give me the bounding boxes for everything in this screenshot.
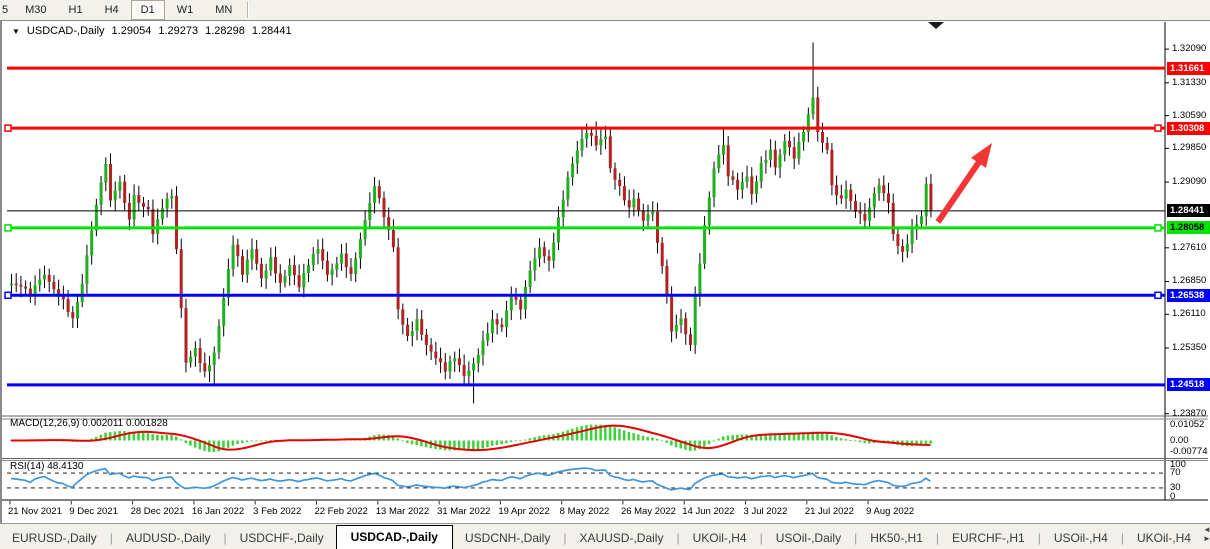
timeframe-button-m30[interactable]: M30 [25,4,47,16]
tab-scroll-arrows[interactable]: ◄ ► [1203,525,1210,549]
x-axis-date-label: 16 Jan 2022 [191,506,245,517]
x-axis-date-label: 9 Dec 2021 [69,506,118,517]
trend-arrow-shaft[interactable] [935,152,987,224]
tab-usoil-h4[interactable]: USOil-,H4 [1053,531,1108,545]
macd-indicator-label: MACD(12,26,9) 0.002011 0.001828 [10,418,168,429]
rsi-indicator-label: RSI(14) 48.4130 [10,461,84,472]
line-anchor-handle[interactable] [1154,291,1162,300]
x-axis-date-label: 22 Feb 2022 [314,506,368,517]
y-axis-tick-label: 1.29850 [1172,142,1207,154]
macd-signal-line [11,424,931,452]
y-axis-tick-label: 1.31330 [1172,76,1207,88]
line-anchor-handle[interactable] [1154,124,1162,132]
x-axis-date-label: 19 Apr 2022 [498,506,550,517]
toolbar-separator [247,2,250,18]
ohlc-close: 1.28441 [251,25,292,37]
tab-separator: | [854,531,858,545]
chart-symbol-label: USDCAD-,Daily [26,25,105,37]
candles-group[interactable] [10,42,933,404]
x-axis-date-label: 8 May 2022 [559,506,610,517]
y-axis-tick-label: 1.32090 [1172,43,1207,55]
price-level-badge: 1.30308 [1167,121,1210,135]
tab-usoil-daily[interactable]: USOil-,Daily [775,531,842,545]
x-axis-date-label: 13 Mar 2022 [375,506,430,517]
x-axis-date-label: 3 Jul 2022 [743,506,788,517]
ohlc-open: 1.29054 [111,25,152,37]
timeframe-button-h4[interactable]: H4 [104,4,119,16]
x-axis-date-label: 28 Dec 2021 [130,506,185,517]
rsi-scale-30: 30 [1170,482,1181,493]
tab-separator: | [109,531,113,545]
line-anchor-handle[interactable] [4,291,12,300]
tab-ukoil-h4[interactable]: UKOil-,H4 [1136,531,1191,545]
line-anchor-handle[interactable] [4,124,12,132]
x-axis-date-label: 14 Jun 2022 [682,506,735,517]
tab-xauusd-daily[interactable]: XAUUSD-,Daily [579,531,664,545]
chart-dropdown-icon[interactable]: ▼ [12,26,20,36]
chart-shift-marker-icon [928,22,944,29]
tab-separator: | [1120,531,1124,545]
tab-separator: | [1037,531,1041,545]
timeframe-button-w1[interactable]: W1 [176,4,194,16]
y-axis-tick-label: 1.26110 [1172,308,1206,320]
y-axis-tick-label: 1.23870 [1172,407,1207,419]
price-level-badge: 1.26538 [1167,288,1210,302]
tab-ukoil-h4[interactable]: UKOil-,H4 [692,531,747,545]
y-axis-tick-label: 1.25350 [1172,342,1207,354]
line-anchor-handle[interactable] [1154,224,1162,232]
tab-separator: | [759,531,763,545]
timeframe-button-d1[interactable]: D1 [130,0,165,20]
timeframe-button-h1[interactable]: H1 [68,4,83,16]
macd-scale-zero: 0.00 [1170,435,1189,446]
tab-separator: | [223,531,227,545]
trend-arrow-head[interactable] [971,143,992,168]
tab-usdchf-daily[interactable]: USDCHF-,Daily [239,531,324,545]
x-axis-date-label: 3 Feb 2022 [253,506,302,517]
price-level-badge: 1.31661 [1167,61,1210,75]
panel-frame [2,22,1208,501]
x-axis-date-label: 21 Nov 2021 [8,506,62,517]
y-axis-tick-label: 1.29090 [1172,176,1207,188]
timeframe-button-mn[interactable]: MN [215,4,233,16]
tab-usdcad-daily[interactable]: USDCAD-,Daily [335,525,453,549]
x-axis-date-label: 9 Aug 2022 [866,506,915,517]
symbol-tabbar: EURUSD-,Daily | AUDUSD-,Daily | USDCHF-,Dail… [0,523,1210,549]
x-axis-date-label: 26 May 2022 [620,506,676,517]
y-axis-tick-label: 1.27610 [1172,241,1207,253]
tab-eurchf-h1[interactable]: EURCHF-,H1 [952,531,1025,545]
ohlc-high: 1.29273 [158,25,199,37]
rsi-scale-70: 70 [1170,467,1181,478]
price-level-badge: 1.24518 [1167,378,1210,392]
macd-scale-max: 0.01052 [1170,419,1205,430]
rsi-scale-0: 0 [1170,491,1176,502]
x-axis-date-label: 31 Mar 2022 [437,506,491,517]
timeframe-button-5[interactable]: 5 [2,4,9,16]
rsi-scale-100: 100 [1170,459,1186,470]
macd-scale-min: -0.00774 [1170,446,1208,457]
tab-audusd-daily[interactable]: AUDUSD-,Daily [125,531,211,545]
price-level-badge: 1.28441 [1167,204,1210,218]
line-anchor-handle[interactable] [4,224,12,232]
rsi-line [10,467,931,491]
tab-separator: | [935,531,940,545]
y-axis-tick-label: 1.30590 [1172,109,1207,121]
price-level-badge: 1.28058 [1167,221,1210,235]
chart-title: ▼ USDCAD-,Daily 1.29054 1.29273 1.28298 … [12,25,292,37]
y-axis-tick-label: 1.26850 [1172,275,1207,287]
tab-usdcnh-daily[interactable]: USDCNH-,Daily [464,531,551,545]
tab-separator: | [563,531,567,545]
x-axis-date-label: 21 Jul 2022 [804,506,854,517]
tab-separator: | [676,531,680,545]
tab-hk50-h1[interactable]: HK50-,H1 [870,531,923,545]
timeframe-toolbar: 5 M30 H1 H4 D1 W1 MN [0,0,1210,20]
ohlc-low: 1.28298 [205,25,245,37]
tab-eurusd-daily[interactable]: EURUSD-,Daily [12,531,97,545]
